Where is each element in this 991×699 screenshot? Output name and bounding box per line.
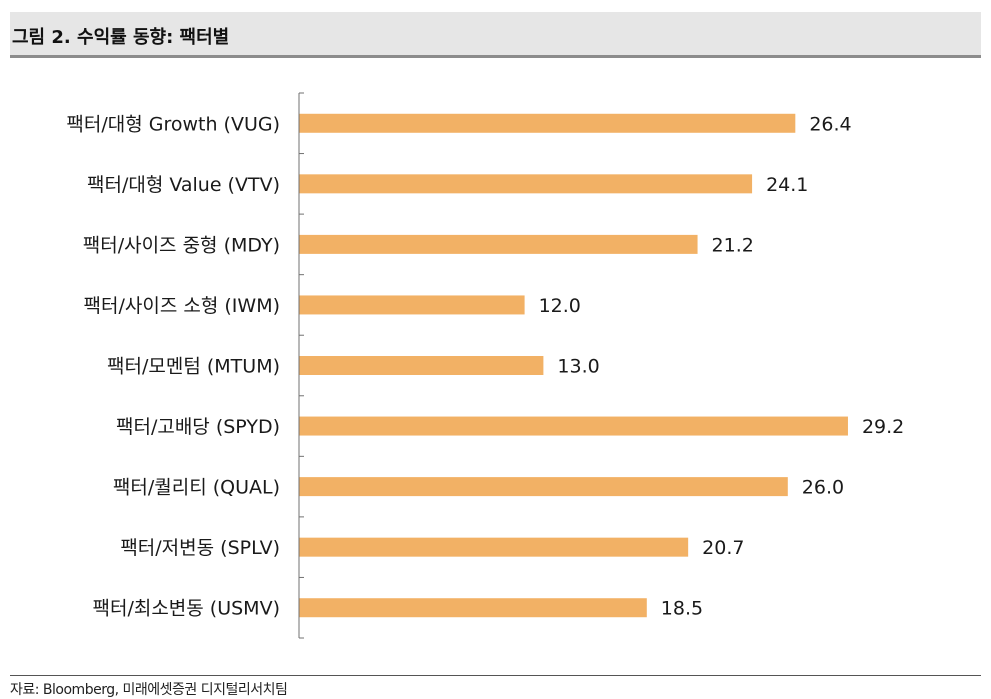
data-label: 18.5	[661, 598, 703, 620]
data-label: 24.1	[766, 174, 808, 196]
bar	[299, 537, 689, 557]
bar	[299, 295, 525, 315]
data-label: 20.7	[702, 537, 744, 559]
category-label: 팩터/대형 Value (VTV)	[87, 174, 280, 196]
chart-title-bar: 그림 2. 수익률 동향: 팩터별	[10, 12, 981, 58]
category-label: 팩터/대형 Growth (VUG)	[66, 113, 280, 135]
category-label: 팩터/사이즈 중형 (MDY)	[83, 234, 280, 256]
category-label: 팩터/사이즈 소형 (IWM)	[84, 295, 280, 317]
data-label: 26.0	[802, 477, 844, 499]
data-label: 12.0	[539, 295, 581, 317]
category-label: 팩터/고배당 (SPYD)	[116, 416, 280, 438]
data-label: 21.2	[712, 234, 754, 256]
footer-divider	[10, 675, 981, 676]
category-label: 팩터/최소변동 (USMV)	[92, 598, 280, 620]
bar	[299, 416, 848, 436]
bar	[299, 477, 788, 497]
bar	[299, 113, 796, 133]
bar	[299, 234, 698, 254]
data-label: 29.2	[862, 416, 904, 438]
category-label: 팩터/모멘텀 (MTUM)	[107, 356, 280, 378]
source-note: 자료: Bloomberg, 미래에셋증권 디지털리서치팀	[10, 682, 288, 698]
bar	[299, 174, 753, 194]
bar	[299, 356, 544, 375]
data-label: 26.4	[809, 113, 851, 135]
bar	[299, 598, 647, 618]
chart-title: 그림 2. 수익률 동향: 팩터별	[12, 27, 230, 48]
data-label: 13.0	[557, 356, 599, 378]
category-label: 팩터/퀄리티 (QUAL)	[113, 477, 280, 499]
category-label: 팩터/저변동 (SPLV)	[120, 537, 280, 559]
